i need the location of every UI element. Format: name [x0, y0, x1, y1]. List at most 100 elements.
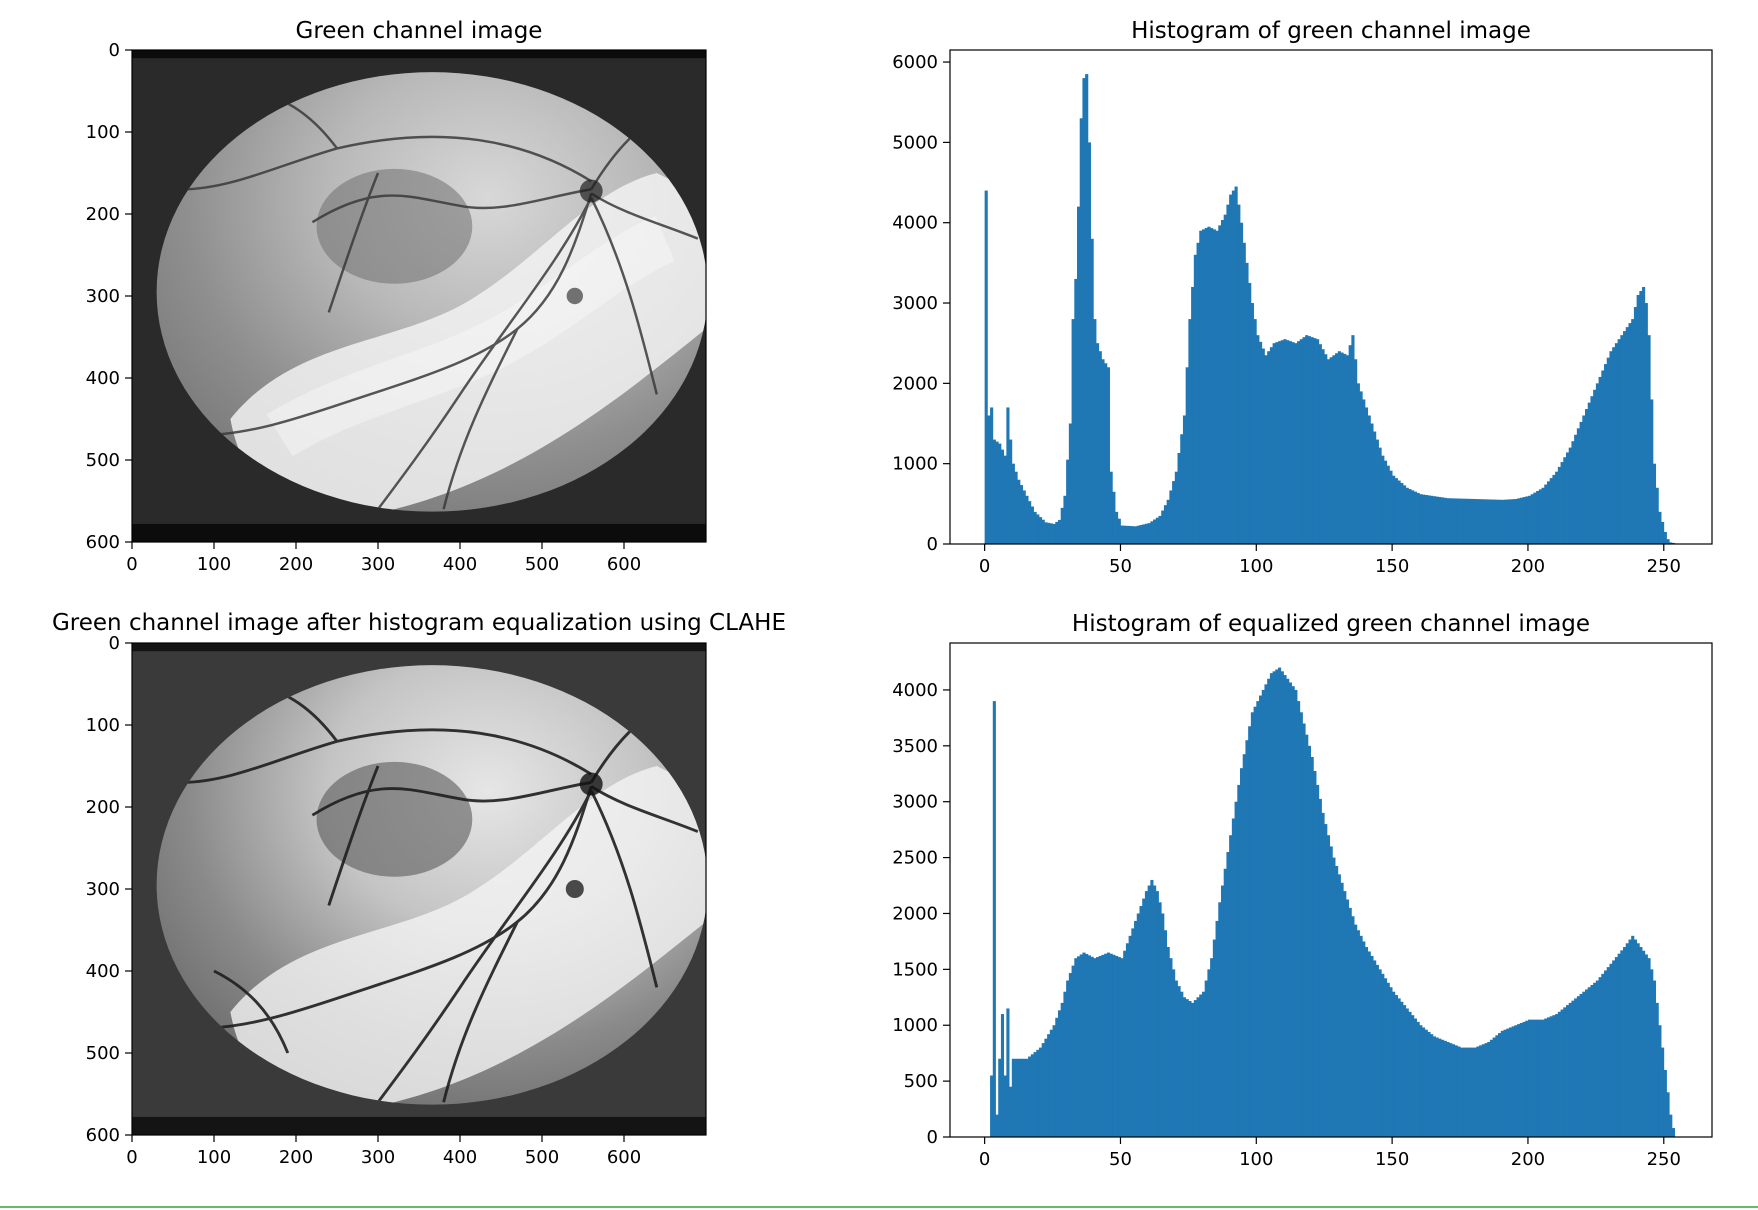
histogram-bar: [1389, 987, 1393, 1137]
histogram-bar: [1123, 950, 1127, 1137]
histogram-bar: [1161, 510, 1165, 544]
histogram-bar: [1623, 947, 1627, 1137]
histogram-bar: [1500, 1030, 1504, 1137]
histogram-bar: [987, 415, 991, 544]
histogram-bar: [1302, 337, 1306, 544]
histogram-bar: [1060, 507, 1064, 544]
histogram-bar: [1177, 452, 1181, 544]
histogram-bar: [1666, 1092, 1670, 1137]
x-tick-label: 500: [525, 1147, 559, 1168]
histogram-bar: [1006, 407, 1010, 544]
histogram-bar: [1182, 415, 1187, 544]
histogram-bar: [1378, 969, 1382, 1137]
histogram-bar: [1253, 706, 1257, 1137]
histogram-bar: [1318, 344, 1322, 544]
histogram-bar: [1196, 997, 1200, 1137]
histogram-bar: [1655, 1002, 1659, 1137]
histogram-bar: [1199, 994, 1203, 1137]
histogram-bar: [1389, 470, 1393, 544]
histogram-panel: Histogram of green channel image 0 50 100 1…: [892, 18, 1713, 577]
histogram-bar: [1481, 499, 1485, 544]
histogram-bars: [990, 667, 1676, 1137]
histogram-bar: [1533, 492, 1537, 544]
histogram-bar: [1305, 734, 1309, 1137]
histogram-bar: [1432, 1036, 1436, 1137]
histogram-bar: [1661, 521, 1665, 544]
histogram-bar: [1356, 930, 1360, 1137]
histogram-bar: [1514, 1025, 1518, 1137]
histogram-bar: [1191, 286, 1195, 544]
histogram-bar: [1383, 460, 1388, 544]
histogram-bar: [1484, 1043, 1488, 1137]
x-tick-label: 100: [1239, 556, 1273, 577]
histogram-bar: [1041, 1043, 1045, 1137]
histogram-bar: [1142, 898, 1146, 1137]
histogram-bar: [1158, 515, 1162, 544]
histogram-bar: [1316, 784, 1320, 1137]
histogram-bar: [1647, 958, 1651, 1137]
histogram-bar: [1457, 498, 1461, 544]
histogram-bar: [1245, 740, 1249, 1137]
histogram-bar: [1419, 494, 1423, 544]
x-tick-label: 150: [1375, 556, 1409, 577]
histogram-bar: [1397, 998, 1401, 1137]
histogram-bar: [1394, 478, 1398, 544]
histogram-bar: [1237, 784, 1241, 1137]
histogram-bar: [1014, 471, 1018, 544]
histogram-bar: [1229, 194, 1233, 544]
y-tick-label: 3000: [892, 792, 938, 813]
histogram-bar: [1343, 353, 1347, 544]
y-tick-label: 5000: [892, 132, 938, 153]
histogram-bar: [1079, 954, 1083, 1137]
histogram-bar: [1264, 355, 1268, 544]
histogram-bar: [1362, 399, 1366, 544]
histogram-bar: [1511, 499, 1515, 544]
x-axis: 0 100 200 300 400 500 600: [126, 542, 641, 575]
x-tick-label: 150: [1375, 1149, 1409, 1170]
histogram-bar: [1077, 206, 1081, 544]
histogram-bar: [1215, 230, 1219, 545]
histogram-bar: [984, 190, 988, 545]
histogram-bar: [1669, 1114, 1673, 1137]
chart-title: Histogram of equalized green channel ima…: [1072, 611, 1590, 637]
histogram-bar: [1582, 415, 1586, 544]
histogram-bar: [1663, 531, 1667, 544]
histogram-bar: [1481, 1044, 1485, 1137]
histogram-bar: [1131, 526, 1135, 544]
histogram-bar: [1555, 471, 1559, 544]
histogram-bar: [1416, 492, 1420, 544]
histogram-bar: [1115, 955, 1119, 1137]
histogram-bar: [1185, 999, 1189, 1137]
histogram-bar: [1438, 1038, 1442, 1137]
histogram-bar: [1204, 980, 1208, 1137]
x-tick-label: 250: [1647, 1149, 1681, 1170]
histogram-bar: [990, 407, 994, 544]
histogram-bar: [1446, 498, 1450, 544]
histogram-bar: [1451, 498, 1456, 544]
histogram-bar: [1269, 347, 1273, 544]
histogram-bar: [1188, 1001, 1192, 1137]
histogram-bar: [1598, 376, 1602, 544]
histogram-bar: [1441, 497, 1445, 544]
histogram-bar: [1104, 953, 1108, 1137]
histogram-bar: [1150, 879, 1154, 1137]
histogram-bar: [1009, 439, 1013, 544]
histogram-bar: [1028, 501, 1032, 544]
histogram-bar: [1549, 478, 1553, 544]
histogram-bar: [1218, 902, 1222, 1137]
y-axis: 0 100 200 300 400 500 600: [86, 40, 132, 553]
histogram-bar: [992, 701, 996, 1137]
histogram-bar: [1411, 1015, 1415, 1137]
histogram-bar: [1163, 930, 1168, 1137]
histogram-bar: [1367, 415, 1371, 544]
histogram-bar: [1134, 920, 1138, 1137]
histogram-bar: [1006, 1008, 1010, 1137]
histogram-bar: [1585, 989, 1589, 1137]
histogram-bar: [1191, 1002, 1195, 1137]
histogram-bar: [1408, 1011, 1412, 1137]
histogram-bar: [1378, 447, 1382, 544]
histogram-bar: [1530, 494, 1534, 544]
histogram-bar: [1283, 339, 1287, 544]
histogram-bar: [1430, 495, 1434, 544]
histogram-bar: [1538, 1019, 1542, 1137]
